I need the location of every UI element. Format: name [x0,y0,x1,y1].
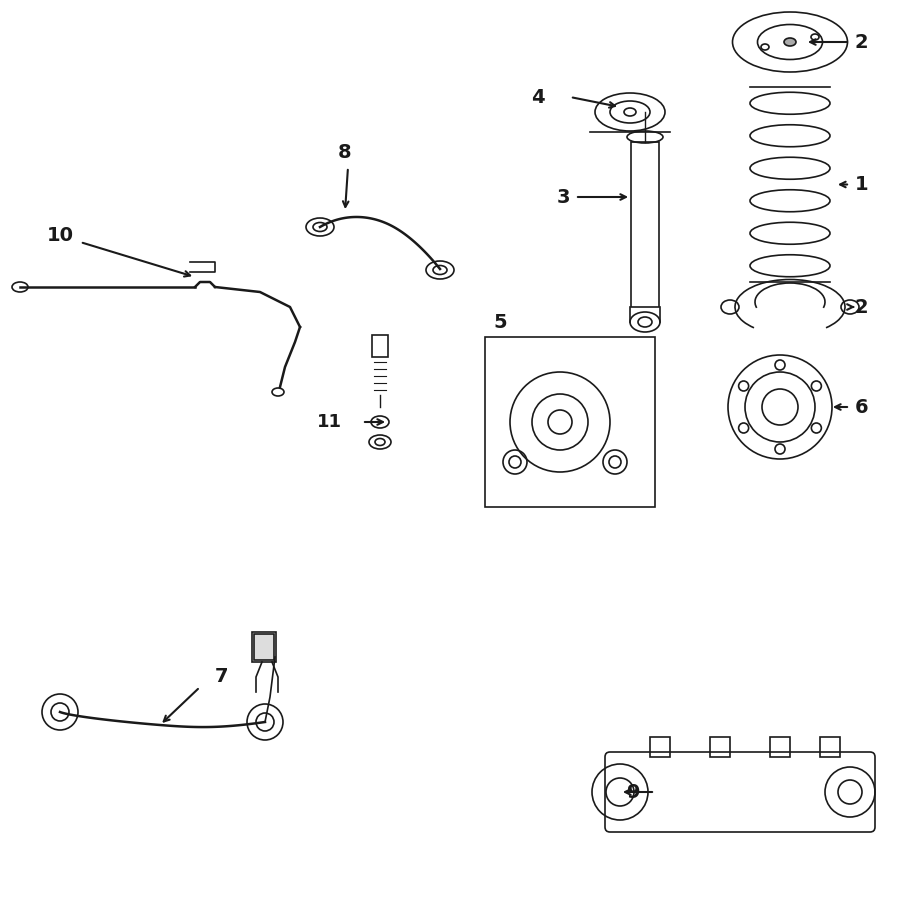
Bar [485,337,655,507]
Text: 7: 7 [215,667,229,686]
Bar [252,632,276,662]
Bar [710,737,730,757]
Text: 8: 8 [338,143,352,161]
Text: 5: 5 [493,312,507,332]
Text: 2: 2 [855,32,868,51]
Bar [372,335,388,357]
Text: 1: 1 [855,175,868,194]
Bar [820,737,840,757]
Text: 10: 10 [47,225,74,245]
Text: 11: 11 [317,413,342,431]
Bar [770,737,790,757]
Text: 9: 9 [626,782,640,802]
Bar [631,142,659,307]
Bar [254,634,274,660]
Text: 6: 6 [855,397,868,416]
Text: 3: 3 [556,187,570,206]
Text: 2: 2 [855,298,868,317]
Text: 4: 4 [531,88,545,107]
Ellipse shape [784,38,796,46]
Bar [650,737,670,757]
